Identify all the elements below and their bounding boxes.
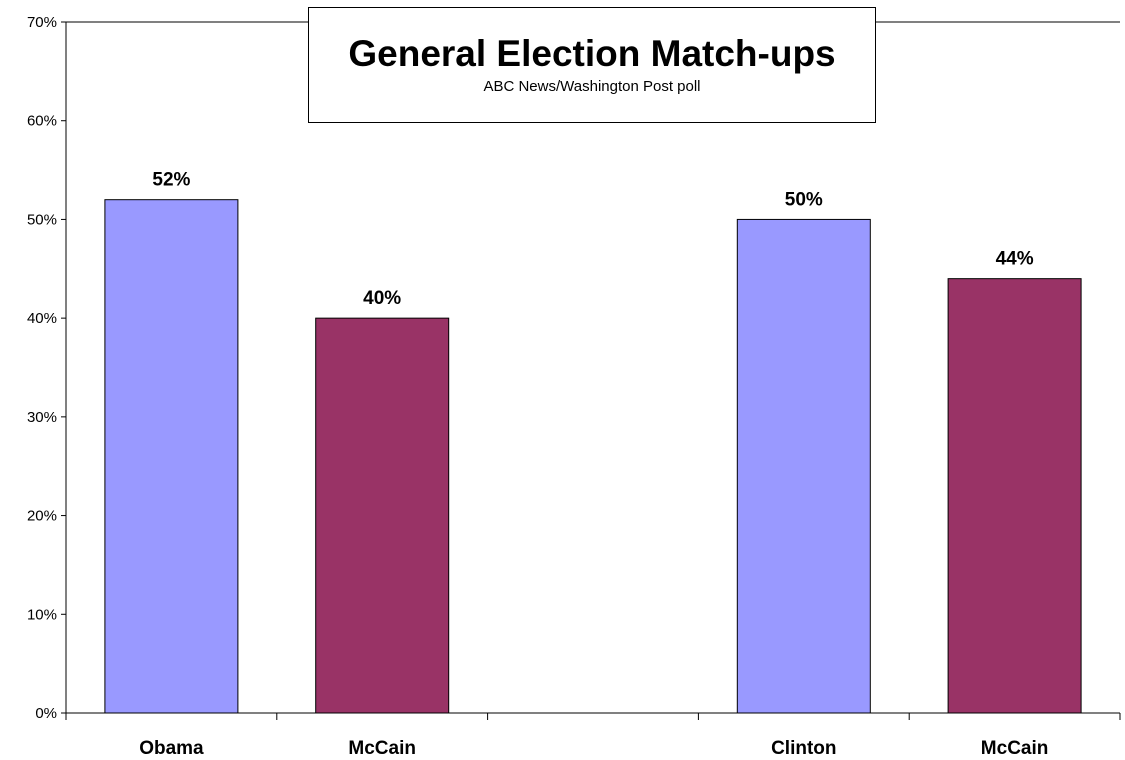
bar (104, 199, 239, 714)
y-tick-label: 50% (27, 211, 57, 228)
data-label: 44% (996, 249, 1034, 270)
bar (315, 317, 450, 714)
labels: 52% Obama 40% McCain 50% Clinton 44% McCain (139, 170, 1048, 759)
data-label: 40% (363, 288, 401, 309)
x-tick-label: McCain (981, 738, 1049, 759)
bar (736, 218, 871, 714)
bars (104, 199, 1082, 714)
y-tick-label: 30% (27, 409, 57, 426)
y-tick-label: 70% (27, 14, 57, 31)
x-tick-label: Clinton (771, 738, 836, 759)
chart-title-box: General Election Match-ups ABC News/Wash… (308, 7, 876, 123)
y-tick-label: 0% (35, 705, 57, 722)
y-tick-label: 10% (27, 606, 57, 623)
y-tick-label: 20% (27, 508, 57, 525)
y-tick-label: 60% (27, 113, 57, 130)
x-tick-label: Obama (139, 738, 204, 759)
data-label: 52% (152, 170, 190, 191)
chart-subtitle: ABC News/Washington Post poll (483, 78, 701, 95)
chart-title: General Election Match-ups (348, 33, 836, 74)
bar (947, 278, 1082, 714)
x-tick-label: McCain (348, 738, 416, 759)
y-tick-label: 40% (27, 310, 57, 327)
axes: 0% 10% 20% 30% 40% 50% 60% 70% (27, 14, 1121, 722)
data-label: 50% (785, 189, 823, 210)
